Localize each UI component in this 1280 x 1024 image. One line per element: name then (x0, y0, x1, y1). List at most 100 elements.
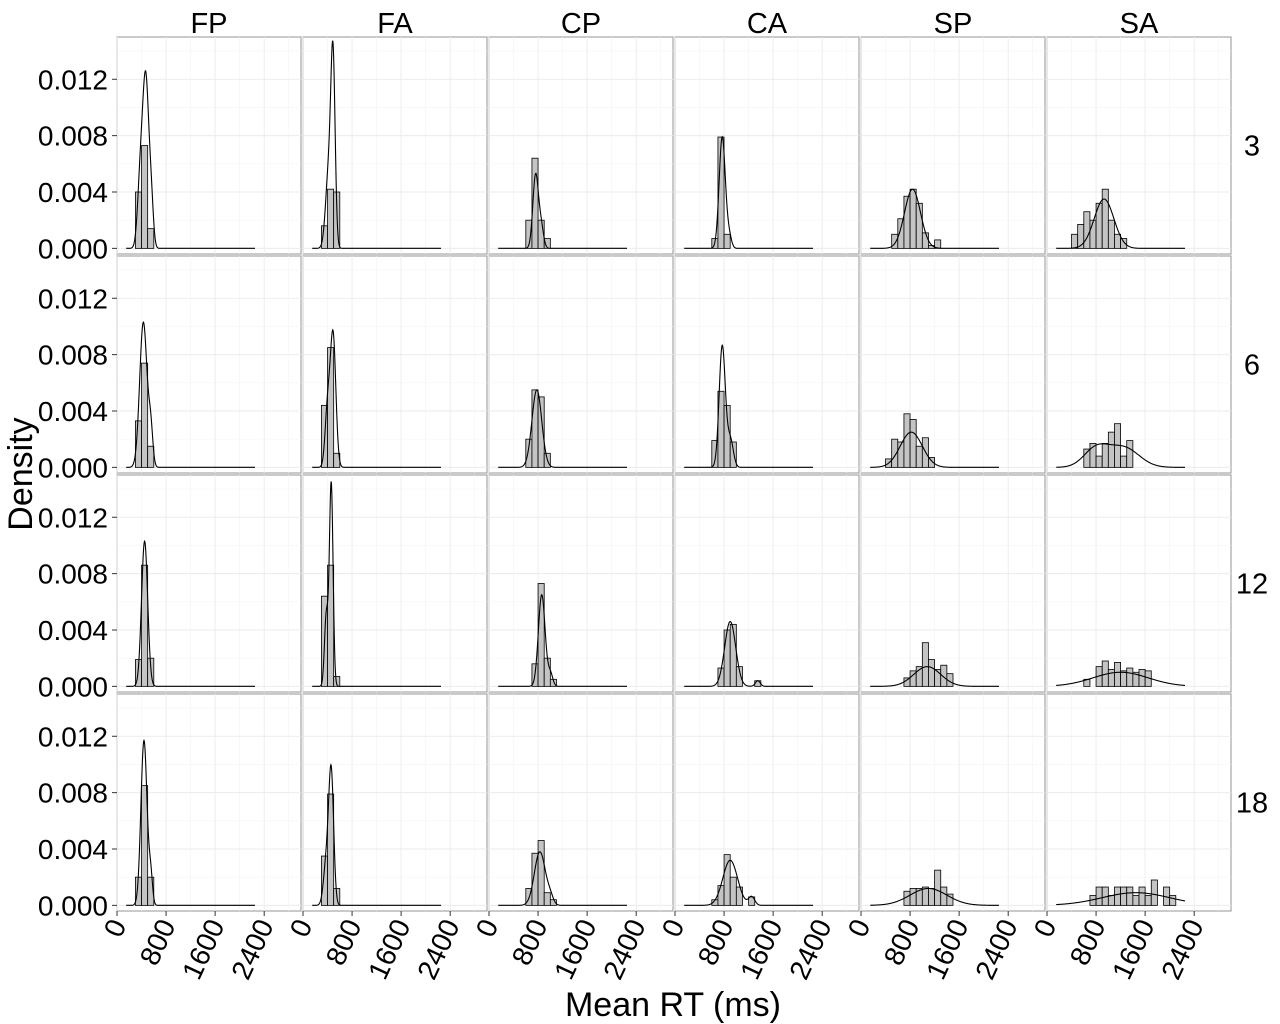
y-tick-label: 0.008 (38, 340, 108, 371)
x-tick-label: 2400 (225, 914, 279, 984)
density-curve (312, 328, 441, 468)
histogram-bar (141, 362, 149, 468)
y-tick-label: 0.000 (38, 452, 108, 483)
panel-SP-18 (860, 693, 1046, 912)
histogram-bar (537, 396, 545, 468)
x-tick-label: 0 (470, 914, 505, 941)
panel-background (860, 255, 1046, 474)
histogram-bar (909, 188, 917, 249)
density-curve (1056, 443, 1185, 468)
histogram-bar (1083, 211, 1091, 249)
x-tick-label: 800 (320, 914, 368, 969)
histogram-bar (1114, 233, 1122, 249)
histogram-bar (141, 145, 149, 249)
histogram-bar (1095, 886, 1103, 906)
histogram-bar (327, 793, 335, 906)
histogram-bar (543, 657, 551, 687)
histogram-bar (921, 232, 929, 249)
histogram-bar (946, 893, 954, 906)
x-tick-label: 1600 (734, 914, 788, 984)
histogram-bar (909, 888, 917, 906)
histogram-bar (1150, 879, 1158, 906)
density-curve (870, 666, 999, 687)
x-tick-label: 800 (506, 914, 554, 969)
histogram-bar (1089, 219, 1097, 249)
panel-CP-6 (488, 255, 674, 474)
panel-background (488, 255, 674, 474)
column-strip-label: SP (934, 8, 973, 40)
y-tick-label: 0.004 (38, 834, 108, 865)
density-curve (126, 321, 255, 468)
histogram-bar (543, 892, 551, 906)
histogram-bar (723, 233, 731, 249)
histogram-bar (729, 441, 737, 468)
histogram-bar (723, 854, 731, 906)
x-tick-label: 2400 (411, 914, 465, 984)
panel-background (1046, 474, 1232, 693)
histogram-bar (735, 666, 743, 687)
histogram-bar (729, 623, 737, 687)
density-curve (312, 481, 441, 687)
density-curve (498, 389, 627, 468)
y-tick-label: 0.012 (38, 64, 108, 95)
density-curve (498, 172, 627, 249)
panel-background (674, 474, 860, 693)
y-tick-label: 0.008 (38, 559, 108, 590)
panel-SA-6 (1046, 255, 1232, 474)
density-curve (498, 593, 627, 687)
row-strip-label: 3 (1244, 131, 1260, 163)
panel-background (1046, 255, 1232, 474)
panel-background (860, 36, 1046, 255)
row-strip-label: 18 (1236, 788, 1268, 820)
histogram-bar (729, 876, 737, 906)
histogram-bar (940, 886, 948, 906)
histogram-bar (147, 228, 155, 249)
histogram-bar (928, 659, 936, 687)
y-tick-label: 0.004 (38, 615, 108, 646)
panel-SP-6 (860, 255, 1046, 474)
panel-background (1046, 36, 1232, 255)
density-curve (870, 887, 999, 906)
density-curve (684, 859, 813, 906)
histogram-bar (928, 457, 936, 468)
histogram-bar (141, 564, 149, 687)
density-curve (1056, 892, 1186, 906)
histogram-bar (1144, 895, 1152, 906)
panel-background (488, 474, 674, 693)
histogram-bar (531, 389, 539, 468)
panel-background (674, 36, 860, 255)
x-tick-label: 800 (878, 914, 926, 969)
histogram-bar (1120, 886, 1128, 906)
histogram-bar (1138, 669, 1146, 687)
y-axis-title: Density (2, 417, 40, 530)
histogram-bar (1107, 895, 1115, 906)
histogram-bar (1107, 219, 1115, 249)
density-curve (684, 620, 813, 687)
y-tick-label: 0.004 (38, 177, 108, 208)
histogram-bar (1126, 440, 1134, 468)
x-tick-label: 0 (656, 914, 691, 941)
histogram-bar (1095, 455, 1103, 468)
panel-background (860, 693, 1046, 912)
panels-layer (116, 36, 1232, 912)
x-tick-label: 2400 (969, 914, 1023, 984)
x-tick-label: 0 (284, 914, 319, 941)
x-tick-label: 1600 (1106, 914, 1160, 984)
panel-FA-3 (302, 36, 488, 255)
panel-FP-6 (116, 255, 302, 474)
panel-SA-18 (1046, 693, 1232, 912)
panel-background (674, 693, 860, 912)
histogram-bar (1126, 886, 1134, 906)
panel-background (488, 693, 674, 912)
histogram-bar (909, 419, 917, 468)
histogram-bar (928, 888, 936, 906)
panel-FA-6 (302, 255, 488, 474)
panel-FA-12 (302, 474, 488, 693)
panel-FP-12 (116, 474, 302, 693)
panel-SP-12 (860, 474, 1046, 693)
panel-FP-3 (116, 36, 302, 255)
x-tick-label: 1600 (176, 914, 230, 984)
density-curve (312, 40, 441, 249)
histogram-bar (1107, 431, 1115, 468)
